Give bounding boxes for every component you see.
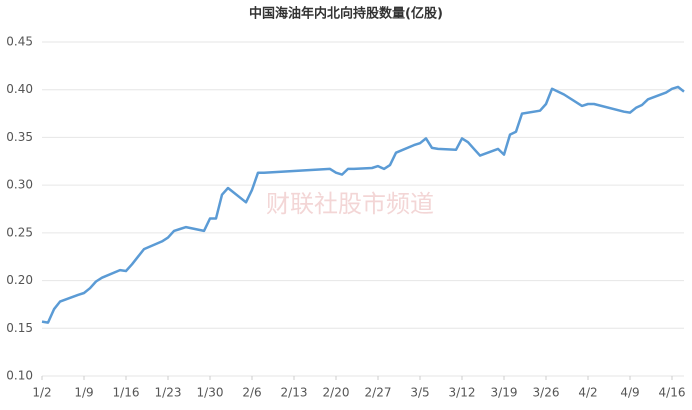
x-tick-label: 2/13 [281, 386, 308, 400]
y-tick-label: 0.20 [6, 273, 33, 287]
y-tick-label: 0.15 [6, 321, 33, 335]
x-tick-label: 4/9 [620, 386, 639, 400]
x-tick-label: 4/2 [578, 386, 597, 400]
x-tick-label: 1/2 [32, 386, 51, 400]
x-tick-label: 1/30 [197, 386, 224, 400]
x-tick-label: 1/23 [155, 386, 182, 400]
chart-title: 中国海油年内北向持股数量(亿股) [249, 6, 443, 22]
x-tick-label: 3/12 [449, 386, 476, 400]
x-tick-label: 2/6 [242, 386, 261, 400]
x-tick-label: 3/19 [491, 386, 518, 400]
x-tick-label: 3/26 [533, 386, 560, 400]
y-tick-label: 0.30 [6, 178, 33, 192]
y-tick-label: 0.40 [6, 82, 33, 96]
x-tick-label: 4/16 [659, 386, 686, 400]
y-tick-label: 0.35 [6, 130, 33, 144]
data-line [41, 85, 685, 324]
x-tick-label: 3/5 [410, 386, 429, 400]
x-tick-label: 1/16 [113, 386, 140, 400]
x-tick-label: 1/9 [74, 386, 93, 400]
x-tick-label: 2/27 [365, 386, 392, 400]
y-tick-label: 0.45 [6, 35, 33, 49]
y-tick-label: 0.10 [6, 369, 33, 383]
watermark: 财联社股市频道 [266, 190, 434, 218]
x-tick-label: 2/20 [323, 386, 350, 400]
y-tick-label: 0.25 [6, 225, 33, 239]
